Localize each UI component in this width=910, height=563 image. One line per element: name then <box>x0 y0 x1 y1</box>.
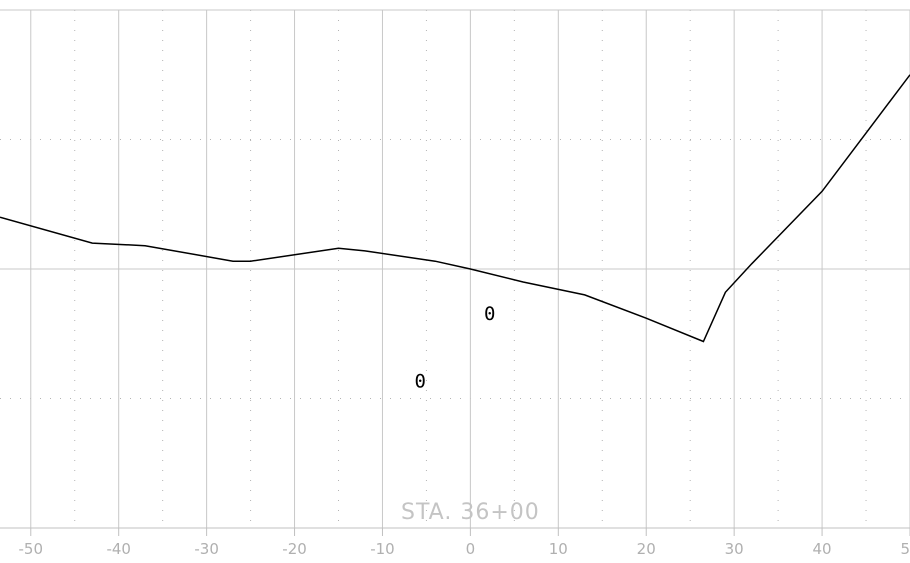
x-tick-label: 50 <box>900 540 910 558</box>
x-tick-label: 0 <box>466 540 476 558</box>
ground-profile-line <box>0 74 910 343</box>
x-tick-label: 20 <box>637 540 656 558</box>
x-tick-labels: -50 -40 -30 -20 -10 0 10 20 30 40 50 <box>19 540 910 558</box>
major-grid <box>0 9 910 529</box>
point-label: 0 <box>484 303 495 325</box>
point-labels: 00 <box>415 303 496 392</box>
x-tick-label: 10 <box>549 540 568 558</box>
x-tick-marks <box>30 528 910 536</box>
x-tick-label: 30 <box>725 540 744 558</box>
x-tick-label: -50 <box>19 540 44 558</box>
station-label: STA. 36+00 <box>401 500 540 525</box>
x-tick-label: -10 <box>370 540 395 558</box>
x-tick-label: -20 <box>282 540 307 558</box>
x-tick-label: -40 <box>106 540 131 558</box>
x-tick-label: 40 <box>813 540 832 558</box>
point-label: 0 <box>415 370 426 392</box>
x-tick-label: -30 <box>194 540 219 558</box>
